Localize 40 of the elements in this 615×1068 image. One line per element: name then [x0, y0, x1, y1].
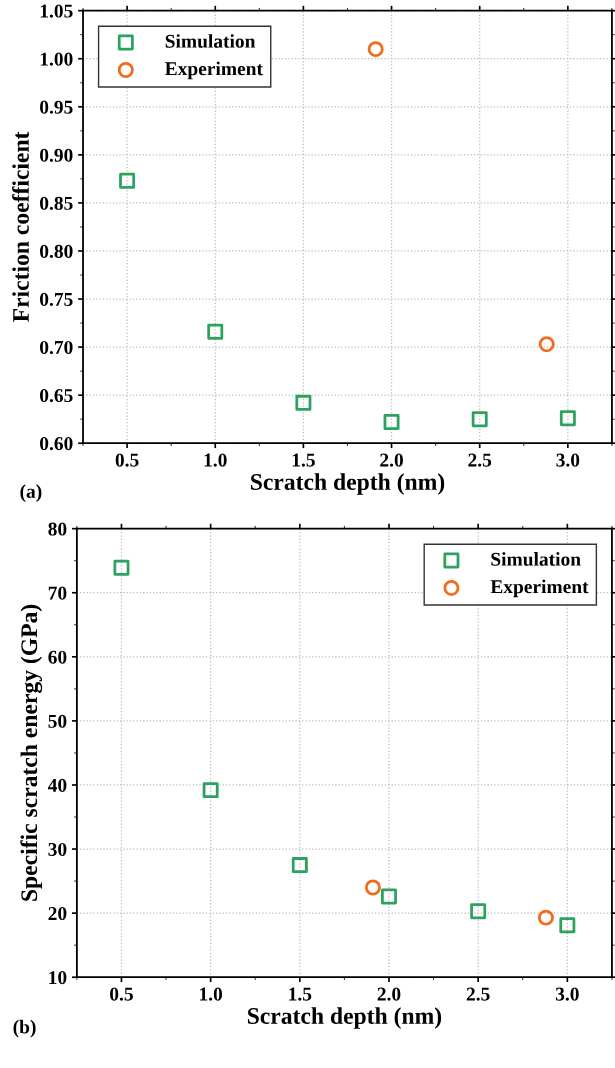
x-tick-label: 2.5	[466, 987, 490, 1001]
y-tick-label: 30	[48, 842, 67, 856]
y-tick-label: 1.00	[40, 52, 73, 66]
y-tick-label: 10	[49, 971, 67, 985]
y-tick-label: 70	[48, 586, 67, 600]
x-tick-label: 0.5	[110, 987, 133, 1001]
x-tick-label: 1.0	[200, 987, 223, 1001]
y-tick-label: 20	[48, 906, 67, 921]
x-tick-label: 3.0	[555, 987, 579, 1001]
x-tick-label: 1.0	[204, 453, 227, 467]
legend-label: Simulation	[165, 34, 256, 48]
y-tick-label: 0.80	[40, 244, 73, 258]
x-axis-title: Scratch depth (nm)	[247, 1007, 442, 1029]
x-tick-label: 1.5	[289, 987, 312, 1001]
x-tick-label: 1.5	[292, 453, 315, 467]
y-tick-label: 80	[48, 522, 67, 536]
y-tick-label: 0.65	[40, 388, 73, 403]
y-tick-label: 1.05	[40, 4, 73, 18]
legend-label: Experiment	[165, 61, 263, 80]
x-tick-label: 0.5	[115, 453, 139, 467]
y-tick-label: 0.75	[40, 292, 73, 307]
x-tick-label: 2.0	[380, 453, 403, 467]
y-tick-label: 0.85	[40, 196, 73, 210]
y-tick-label: 0.60	[40, 437, 73, 451]
y-tick-label: 0.90	[40, 148, 73, 162]
y-tick-label: 50	[48, 714, 67, 728]
text: (a)	[20, 484, 42, 502]
legend-label: Simulation	[491, 552, 581, 566]
y-axis-title: Friction coefficient	[12, 131, 29, 322]
legend-label: Experiment	[490, 579, 589, 598]
y-tick-label: 40	[47, 778, 67, 792]
y-tick-label: 0.70	[40, 340, 73, 355]
text: (b)	[13, 1019, 36, 1038]
y-tick-label: 0.95	[40, 100, 73, 114]
x-tick-label: 2.5	[468, 453, 492, 467]
x-axis-title: Scratch depth (nm)	[251, 473, 445, 495]
x-tick-label: 3.0	[556, 453, 580, 467]
y-axis-title: Specific scratch energy (GPa)	[20, 604, 43, 901]
y-tick-label: 60	[48, 650, 67, 664]
x-tick-label: 2.0	[377, 987, 401, 1001]
